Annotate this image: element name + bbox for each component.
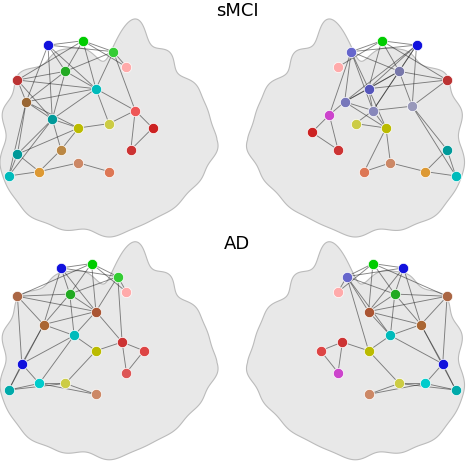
Point (14, 76, 21, 84)
Point (421, 168, 429, 175)
Point (443, 292, 451, 300)
Point (382, 124, 390, 132)
Polygon shape (246, 242, 465, 460)
Point (105, 120, 113, 128)
Polygon shape (0, 242, 218, 460)
Point (123, 63, 130, 71)
Point (118, 338, 126, 346)
Point (75, 124, 82, 132)
Point (57, 264, 65, 272)
Point (334, 63, 342, 71)
Point (369, 107, 377, 114)
Point (149, 124, 156, 132)
Point (66, 290, 73, 298)
Point (400, 264, 407, 272)
Point (409, 102, 416, 110)
Point (44, 41, 52, 49)
Polygon shape (246, 19, 465, 237)
Point (378, 37, 385, 45)
Point (452, 386, 460, 394)
Point (92, 308, 100, 315)
Point (413, 41, 420, 49)
Point (338, 338, 346, 346)
Point (365, 85, 373, 92)
Point (109, 48, 117, 55)
Point (92, 391, 100, 398)
Point (131, 107, 139, 114)
Point (57, 146, 65, 154)
Point (369, 260, 377, 267)
Point (334, 369, 342, 376)
Point (92, 347, 100, 355)
Point (391, 290, 399, 298)
Point (452, 172, 460, 180)
Point (123, 288, 130, 296)
Point (75, 159, 82, 167)
Point (48, 116, 56, 123)
Point (343, 273, 351, 281)
Point (62, 67, 69, 75)
Point (18, 360, 26, 368)
Text: sMCI: sMCI (216, 2, 258, 20)
Point (365, 347, 373, 355)
Point (127, 146, 135, 154)
Point (88, 260, 95, 267)
Point (5, 386, 12, 394)
Point (317, 347, 324, 355)
Point (421, 380, 429, 387)
Point (395, 67, 403, 75)
Point (326, 111, 333, 118)
Point (365, 308, 373, 315)
Point (22, 98, 30, 106)
Point (62, 380, 69, 387)
Point (439, 360, 447, 368)
Point (114, 273, 121, 281)
Point (334, 288, 342, 296)
Point (79, 37, 87, 45)
Point (417, 321, 425, 328)
Text: AD: AD (224, 235, 250, 253)
Point (387, 332, 394, 339)
Point (347, 48, 355, 55)
Point (395, 380, 403, 387)
Point (365, 391, 373, 398)
Point (92, 85, 100, 92)
Point (443, 76, 451, 84)
Point (334, 146, 342, 154)
Point (387, 159, 394, 167)
Polygon shape (0, 19, 218, 237)
Point (123, 369, 130, 376)
Point (341, 98, 348, 106)
Point (352, 120, 359, 128)
Point (14, 150, 21, 158)
Point (14, 292, 21, 300)
Point (360, 168, 368, 175)
Point (5, 172, 12, 180)
Point (70, 332, 78, 339)
Point (40, 321, 47, 328)
Point (36, 168, 43, 175)
Point (308, 128, 316, 136)
Point (140, 347, 148, 355)
Point (36, 380, 43, 387)
Point (443, 146, 451, 154)
Point (105, 168, 113, 175)
